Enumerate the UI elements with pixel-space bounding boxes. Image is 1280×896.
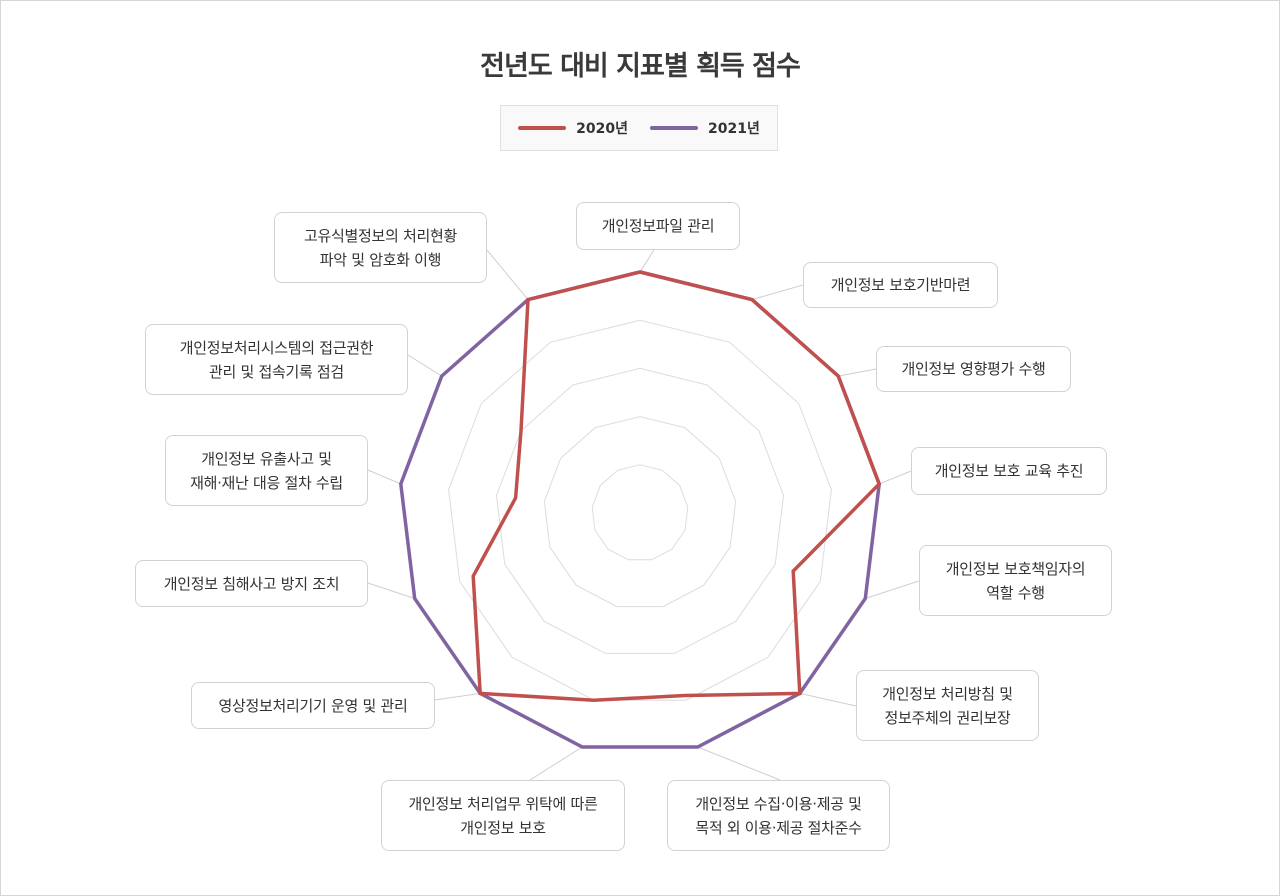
legend-item-2020[interactable]: 2020년	[518, 118, 628, 138]
axis-label-10: 개인정보 유출사고 및 재해·재난 대응 절차 수립	[165, 435, 368, 506]
connector-0	[639, 249, 655, 273]
chart-title: 전년도 대비 지표별 획득 점수	[480, 51, 801, 82]
connector-10	[367, 469, 401, 485]
label-connectors	[367, 249, 920, 781]
legend-swatch-2020	[518, 126, 567, 130]
connector-3	[879, 470, 912, 485]
axis-label-7: 개인정보 처리업무 위탁에 따른 개인정보 보호	[381, 780, 625, 851]
axis-label-4: 개인정보 보호책임자의 역할 수행	[919, 545, 1112, 616]
legend: 2020년 2021년	[500, 105, 778, 151]
connector-7	[529, 746, 583, 781]
connector-4	[865, 580, 920, 599]
grid-ring-2	[543, 416, 737, 608]
axis-label-1: 개인정보 보호기반마련	[803, 262, 998, 308]
series-line-1	[399, 270, 881, 749]
axis-label-2: 개인정보 영향평가 수행	[876, 346, 1071, 392]
axis-label-9: 개인정보 침해사고 방지 조치	[135, 560, 368, 607]
axis-label-6: 개인정보 수집·이용·제공 및 목적 외 이용·제공 절차준수	[667, 780, 890, 851]
axis-label-0: 개인정보파일 관리	[576, 202, 740, 250]
legend-label-2021: 2021년	[708, 121, 760, 137]
grid-ring-3	[495, 367, 785, 654]
axis-label-5: 개인정보 처리방침 및 정보주체의 권리보장	[856, 670, 1039, 741]
grid-ring-5	[400, 271, 880, 748]
radar-series	[399, 270, 882, 749]
connector-1	[751, 284, 804, 301]
axis-label-8: 영상정보처리기기 운영 및 관리	[191, 682, 435, 729]
connector-8	[434, 692, 481, 701]
connector-9	[367, 582, 415, 599]
axis-label-12: 고유식별정보의 처리현황 파악 및 암호화 이행	[274, 212, 487, 283]
grid-ring-4	[448, 319, 832, 701]
legend-item-2021[interactable]: 2021년	[650, 118, 760, 138]
connector-12	[486, 249, 529, 300]
connector-2	[838, 368, 877, 377]
grid-ring-1	[591, 464, 689, 561]
axis-label-11: 개인정보처리시스템의 접근권한 관리 및 접속기록 점검	[145, 324, 408, 395]
legend-swatch-2021	[650, 126, 698, 130]
connector-6	[697, 746, 781, 781]
axis-label-3: 개인정보 보호 교육 추진	[911, 447, 1107, 495]
connector-5	[799, 692, 857, 707]
series-line-0	[471, 270, 882, 702]
connector-11	[407, 354, 442, 377]
radar-grid	[400, 271, 880, 748]
legend-label-2020: 2020년	[576, 121, 628, 137]
